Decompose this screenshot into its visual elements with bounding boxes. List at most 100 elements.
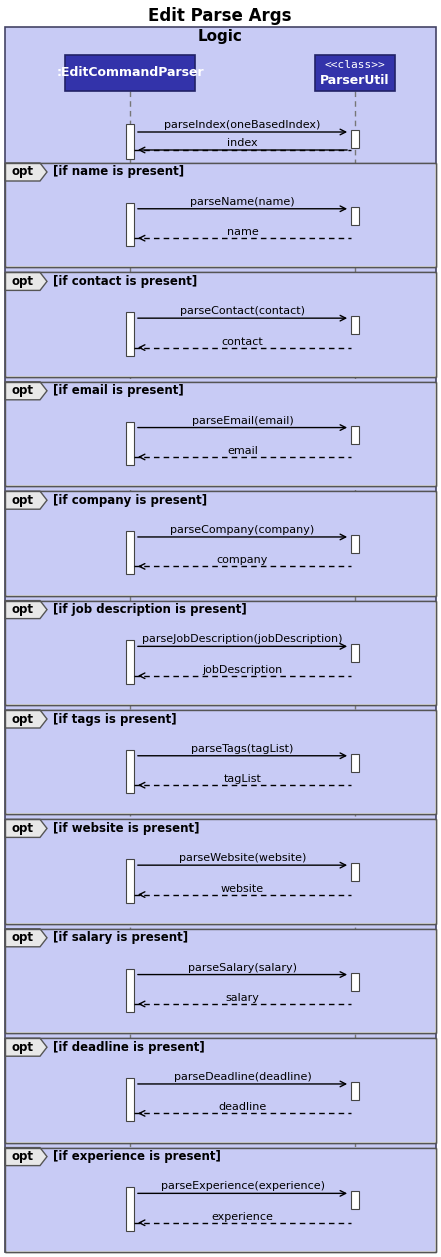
Text: opt: opt: [11, 603, 33, 616]
Bar: [351, 206, 359, 225]
Bar: [5, 163, 436, 268]
Bar: [6, 493, 435, 595]
Text: [if job description is present]: [if job description is present]: [53, 603, 247, 616]
Bar: [5, 710, 436, 815]
Bar: [126, 640, 134, 684]
Bar: [351, 129, 359, 148]
Bar: [126, 1079, 134, 1121]
Bar: [5, 1148, 436, 1252]
Text: opt: opt: [11, 494, 33, 507]
Polygon shape: [5, 601, 47, 618]
Text: :EditCommandParser: :EditCommandParser: [56, 67, 204, 79]
Text: company: company: [217, 556, 268, 566]
Polygon shape: [5, 1038, 47, 1056]
Text: [if tags is present]: [if tags is present]: [53, 713, 177, 725]
Text: Edit Parse Args: Edit Parse Args: [148, 8, 292, 25]
Bar: [126, 1188, 134, 1231]
Bar: [5, 382, 436, 486]
Bar: [6, 1040, 435, 1141]
Bar: [5, 491, 436, 596]
Bar: [5, 929, 436, 1033]
Text: parseName(name): parseName(name): [190, 197, 295, 206]
Text: name: name: [227, 228, 258, 238]
Bar: [6, 163, 435, 266]
Bar: [351, 973, 359, 991]
Text: website: website: [221, 884, 264, 894]
Text: opt: opt: [11, 385, 33, 397]
Bar: [6, 711, 435, 813]
Text: salary: salary: [225, 993, 259, 1003]
Bar: [5, 929, 436, 1033]
Text: ParserUtil: ParserUtil: [320, 74, 390, 88]
Text: parseSalary(salary): parseSalary(salary): [188, 963, 297, 973]
Text: parseWebsite(website): parseWebsite(website): [179, 854, 306, 864]
Text: opt: opt: [11, 166, 33, 178]
Bar: [6, 383, 435, 485]
Text: opt: opt: [11, 822, 33, 835]
Bar: [5, 1148, 436, 1252]
Polygon shape: [5, 273, 47, 290]
Bar: [126, 202, 134, 246]
Text: [if email is present]: [if email is present]: [53, 385, 184, 397]
Text: <<class>>: <<class>>: [325, 60, 385, 70]
Bar: [5, 382, 436, 486]
Text: experience: experience: [212, 1212, 273, 1222]
Bar: [126, 530, 134, 574]
Text: contact: contact: [222, 337, 263, 347]
Bar: [6, 1149, 435, 1251]
Text: [if contact is present]: [if contact is present]: [53, 275, 197, 288]
Bar: [126, 124, 134, 158]
Bar: [5, 163, 436, 268]
Bar: [5, 710, 436, 815]
Text: jobDescription: jobDescription: [202, 665, 283, 675]
Bar: [5, 1038, 436, 1143]
Text: [if experience is present]: [if experience is present]: [53, 1150, 221, 1163]
Bar: [5, 601, 436, 705]
Text: parseCompany(company): parseCompany(company): [170, 525, 314, 535]
Text: deadline: deadline: [218, 1102, 267, 1112]
Polygon shape: [5, 163, 47, 181]
Bar: [126, 421, 134, 465]
Bar: [6, 930, 435, 1032]
Bar: [126, 749, 134, 793]
Text: opt: opt: [11, 931, 33, 944]
Text: [if name is present]: [if name is present]: [53, 166, 184, 178]
Polygon shape: [5, 382, 47, 400]
Bar: [5, 601, 436, 705]
FancyBboxPatch shape: [315, 55, 395, 91]
Bar: [126, 312, 134, 356]
Text: parseTags(tagList): parseTags(tagList): [191, 744, 294, 754]
Bar: [5, 820, 436, 924]
Bar: [351, 754, 359, 772]
Text: opt: opt: [11, 1041, 33, 1053]
Text: tagList: tagList: [224, 774, 262, 784]
Polygon shape: [5, 820, 47, 837]
Polygon shape: [5, 929, 47, 947]
Text: [if website is present]: [if website is present]: [53, 822, 199, 835]
Text: parseDeadline(deadline): parseDeadline(deadline): [174, 1072, 311, 1082]
Bar: [351, 645, 359, 662]
Bar: [5, 1038, 436, 1143]
Bar: [351, 426, 359, 444]
Text: email: email: [227, 446, 258, 456]
Text: opt: opt: [11, 1150, 33, 1163]
Bar: [5, 273, 436, 377]
Text: parseExperience(experience): parseExperience(experience): [161, 1182, 325, 1192]
Text: parseIndex(oneBasedIndex): parseIndex(oneBasedIndex): [164, 119, 321, 129]
Bar: [126, 969, 134, 1012]
Bar: [351, 535, 359, 553]
Bar: [5, 820, 436, 924]
Bar: [6, 821, 435, 923]
Text: index: index: [227, 138, 258, 148]
Text: opt: opt: [11, 275, 33, 288]
Text: parseEmail(email): parseEmail(email): [192, 416, 293, 426]
Text: opt: opt: [11, 713, 33, 725]
Bar: [5, 491, 436, 596]
Bar: [351, 864, 359, 881]
FancyBboxPatch shape: [65, 55, 195, 91]
Bar: [351, 317, 359, 334]
Bar: [126, 860, 134, 903]
Polygon shape: [5, 1148, 47, 1165]
Text: [if deadline is present]: [if deadline is present]: [53, 1041, 205, 1053]
Polygon shape: [5, 710, 47, 728]
